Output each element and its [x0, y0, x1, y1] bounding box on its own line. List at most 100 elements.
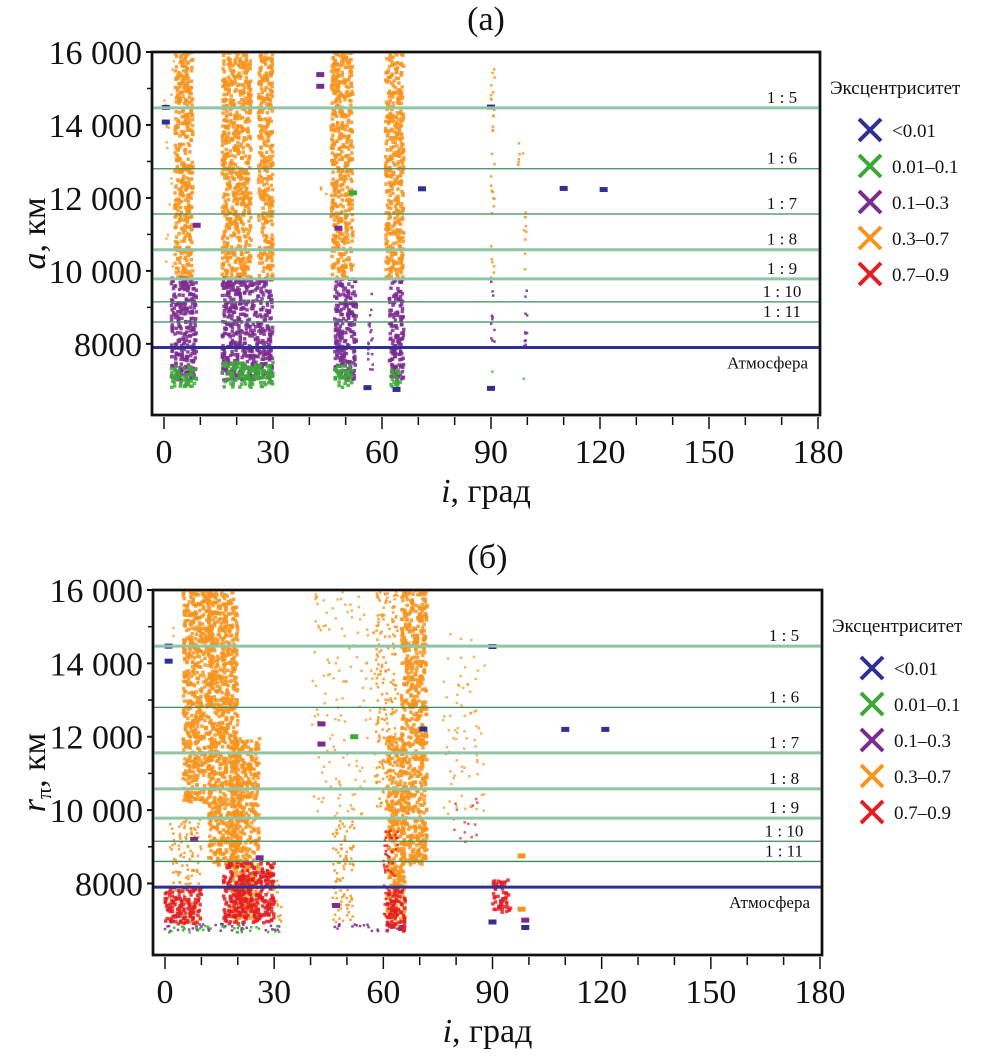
scatter-point [490, 84, 493, 87]
scatter-point [216, 771, 221, 776]
scatter-point [270, 150, 275, 154]
scatter-point [246, 274, 250, 279]
scatter-point [250, 304, 255, 308]
scatter-point [226, 284, 230, 288]
scatter-point [398, 245, 402, 249]
scatter-point [344, 192, 348, 196]
scatter-point [185, 121, 190, 126]
scatter-point [182, 699, 187, 703]
scatter-point [224, 306, 228, 311]
scatter-point [353, 279, 358, 284]
scatter-point [330, 144, 334, 148]
scatter-point [332, 189, 337, 193]
scatter-point [230, 696, 235, 700]
scatter-point [261, 222, 265, 226]
scatter-point [174, 207, 178, 210]
scatter-point [181, 286, 186, 290]
scatter-point [349, 373, 354, 377]
scatter-point [232, 319, 237, 323]
scatter-point [400, 336, 405, 340]
scatter-point [253, 333, 257, 337]
scatter-point [343, 235, 348, 239]
scatter-point [391, 246, 395, 250]
scatter-point [173, 191, 177, 195]
scatter-point [399, 249, 404, 254]
scatter-point [200, 763, 204, 767]
scatter-point [238, 312, 243, 317]
scatter-point [228, 149, 232, 153]
scatter-point [181, 336, 186, 340]
scatter-point [181, 593, 185, 598]
scatter-point [399, 97, 403, 101]
scatter-point [399, 144, 404, 149]
scatter-point [222, 244, 226, 248]
scatter-point [246, 191, 250, 195]
scatter-point [200, 622, 205, 626]
scatter-point [342, 252, 346, 257]
scatter-point [191, 669, 196, 673]
scatter-point [388, 193, 392, 197]
scatter-point [174, 266, 179, 270]
scatter-point [237, 131, 242, 135]
scatter-point [234, 227, 239, 232]
legend-x-marker-icon [857, 117, 883, 143]
scatter-point [247, 94, 251, 98]
scatter-point [245, 256, 250, 260]
scatter-point [389, 308, 393, 312]
scatter-point [187, 627, 191, 632]
scatter-point [234, 135, 239, 139]
scatter-point [194, 625, 198, 629]
scatter-point [339, 252, 344, 256]
scatter-point [393, 354, 398, 359]
scatter-point [387, 224, 391, 229]
scatter-point [333, 113, 337, 117]
scatter-point [384, 161, 388, 166]
scatter-point [340, 321, 345, 326]
scatter-point [264, 71, 269, 75]
scatter-point [226, 208, 230, 212]
scatter-point [228, 77, 232, 82]
scatter-point [191, 370, 195, 374]
scatter-point [387, 129, 391, 133]
scatter-point [257, 173, 262, 178]
scatter-point [255, 343, 259, 347]
scatter-point [207, 688, 212, 692]
scatter-point [262, 60, 267, 64]
scatter-point [337, 269, 341, 274]
scatter-point [175, 153, 180, 158]
scatter-point [187, 781, 191, 785]
scatter-point [267, 381, 271, 385]
scatter-point [235, 172, 239, 177]
scatter-point [352, 349, 357, 353]
scatter-point [258, 107, 263, 112]
scatter-point [222, 710, 226, 714]
scatter-point [217, 632, 221, 637]
scatter-point [342, 237, 347, 241]
scatter-point [183, 689, 188, 693]
scatter-point [387, 296, 392, 301]
scatter-point [239, 83, 243, 87]
scatter-point [235, 222, 239, 226]
scatter-point [244, 265, 248, 269]
scatter-point [179, 210, 184, 215]
scatter-point [189, 368, 194, 372]
scatter-point [490, 314, 494, 318]
scatter-point [351, 370, 355, 375]
scatter-point [351, 230, 355, 234]
scatter-point [199, 690, 203, 694]
scatter-point [256, 254, 261, 258]
scatter-point [187, 677, 191, 681]
scatter-point [335, 204, 339, 209]
scatter-point [260, 100, 264, 105]
scatter-point [341, 355, 345, 360]
scatter-point [343, 216, 348, 220]
scatter-point [197, 661, 201, 665]
scatter-point [399, 202, 404, 206]
scatter-point [218, 783, 222, 787]
scatter-point [249, 306, 254, 311]
scatter-point [229, 159, 234, 163]
scatter-point [339, 312, 343, 317]
scatter-point [222, 613, 227, 617]
scatter-point [270, 275, 274, 279]
scatter-point [235, 355, 240, 359]
